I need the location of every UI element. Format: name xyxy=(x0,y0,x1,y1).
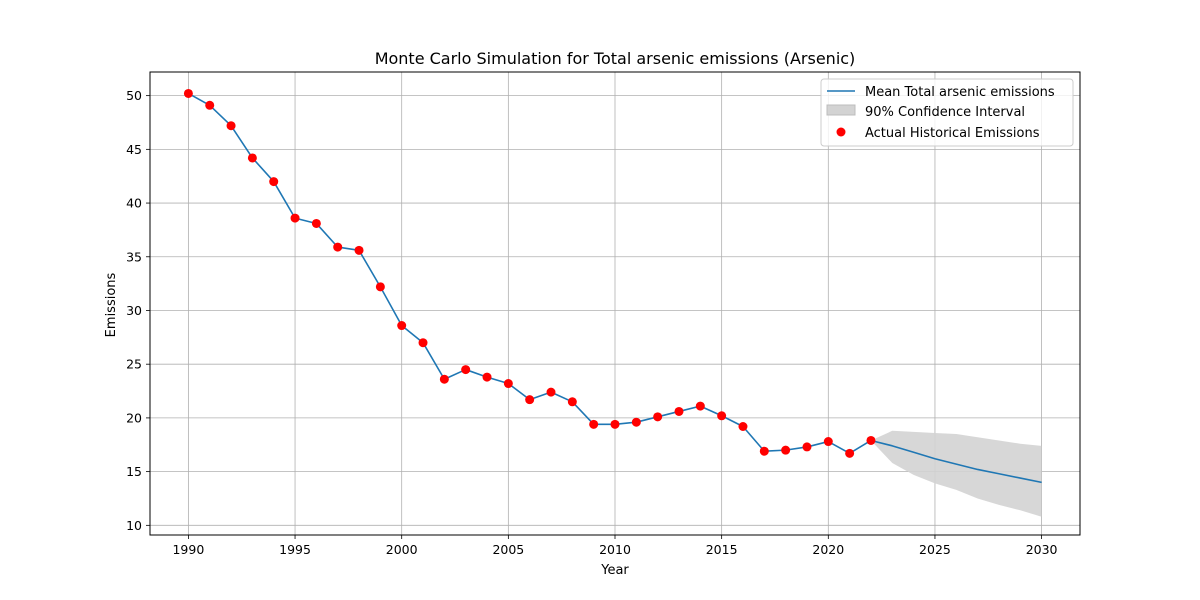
actual-point-2008 xyxy=(567,397,577,407)
actual-point-1993 xyxy=(247,153,257,163)
actual-point-2001 xyxy=(418,338,428,348)
x-tick-label-1995: 1995 xyxy=(279,542,311,557)
actual-point-2006 xyxy=(525,395,535,405)
actual-point-1995 xyxy=(290,213,300,223)
actual-point-2005 xyxy=(503,379,513,389)
actual-point-1999 xyxy=(375,282,385,292)
actual-point-2020 xyxy=(823,437,833,447)
actual-point-2012 xyxy=(653,412,663,422)
actual-point-2004 xyxy=(482,372,492,382)
actual-point-2019 xyxy=(802,442,812,452)
x-axis-label: Year xyxy=(600,563,629,578)
actual-point-2018 xyxy=(781,445,791,455)
y-tick-label-10: 10 xyxy=(126,518,142,533)
actual-point-2021 xyxy=(845,448,855,458)
x-tick-label-2025: 2025 xyxy=(919,542,951,557)
actual-point-2000 xyxy=(397,321,407,331)
actual-point-2011 xyxy=(631,417,641,427)
legend-label-actual: Actual Historical Emissions xyxy=(865,126,1040,141)
legend-label-confidence: 90% Confidence Interval xyxy=(865,105,1025,120)
actual-point-2007 xyxy=(546,387,556,397)
actual-point-1996 xyxy=(311,218,321,228)
actual-point-1998 xyxy=(354,245,364,255)
y-tick-label-40: 40 xyxy=(126,196,142,211)
actual-points-layer xyxy=(183,88,876,458)
actual-point-2013 xyxy=(674,406,684,416)
actual-point-2014 xyxy=(695,401,705,411)
actual-point-1991 xyxy=(205,100,215,110)
actual-point-2022 xyxy=(866,435,876,445)
actual-point-1990 xyxy=(183,88,193,98)
x-tick-label-2020: 2020 xyxy=(812,542,844,557)
y-tick-label-25: 25 xyxy=(126,357,142,372)
legend-frame xyxy=(820,78,1074,147)
actual-point-1997 xyxy=(333,242,343,252)
y-tick-label-50: 50 xyxy=(126,88,142,103)
legend: Mean Total arsenic emissions 90% Confide… xyxy=(820,78,1074,147)
x-tick-label-2000: 2000 xyxy=(386,542,418,557)
actual-point-2003 xyxy=(461,365,471,375)
x-tick-label-2005: 2005 xyxy=(492,542,524,557)
x-tick-label-2010: 2010 xyxy=(599,542,631,557)
actual-point-2015 xyxy=(717,411,727,421)
y-tick-label-30: 30 xyxy=(126,303,142,318)
actual-point-2002 xyxy=(439,374,449,384)
actual-point-2017 xyxy=(759,446,769,456)
actual-point-1994 xyxy=(269,177,279,187)
actual-point-1992 xyxy=(226,121,236,131)
x-tick-label-2015: 2015 xyxy=(706,542,738,557)
y-tick-label-45: 45 xyxy=(126,142,142,157)
chart-title: Monte Carlo Simulation for Total arsenic… xyxy=(375,49,856,68)
actual-point-2016 xyxy=(738,422,748,432)
y-axis-ticks: 10 15 20 25 30 35 40 45 50 xyxy=(126,88,150,533)
actual-point-2009 xyxy=(589,419,599,429)
y-axis-label: Emissions xyxy=(104,272,119,337)
x-axis-ticks: 1990 1995 2000 2005 2010 2015 2020 2025 2030 xyxy=(172,535,1058,557)
legend-label-mean: Mean Total arsenic emissions xyxy=(865,85,1055,100)
x-tick-label-1990: 1990 xyxy=(172,542,204,557)
x-tick-label-2030: 2030 xyxy=(1026,542,1058,557)
actual-point-2010 xyxy=(610,419,620,429)
y-tick-label-15: 15 xyxy=(126,464,142,479)
legend-swatch-actual xyxy=(836,127,846,137)
y-tick-label-35: 35 xyxy=(126,249,142,264)
legend-swatch-confidence xyxy=(826,104,856,116)
y-tick-label-20: 20 xyxy=(126,410,142,425)
